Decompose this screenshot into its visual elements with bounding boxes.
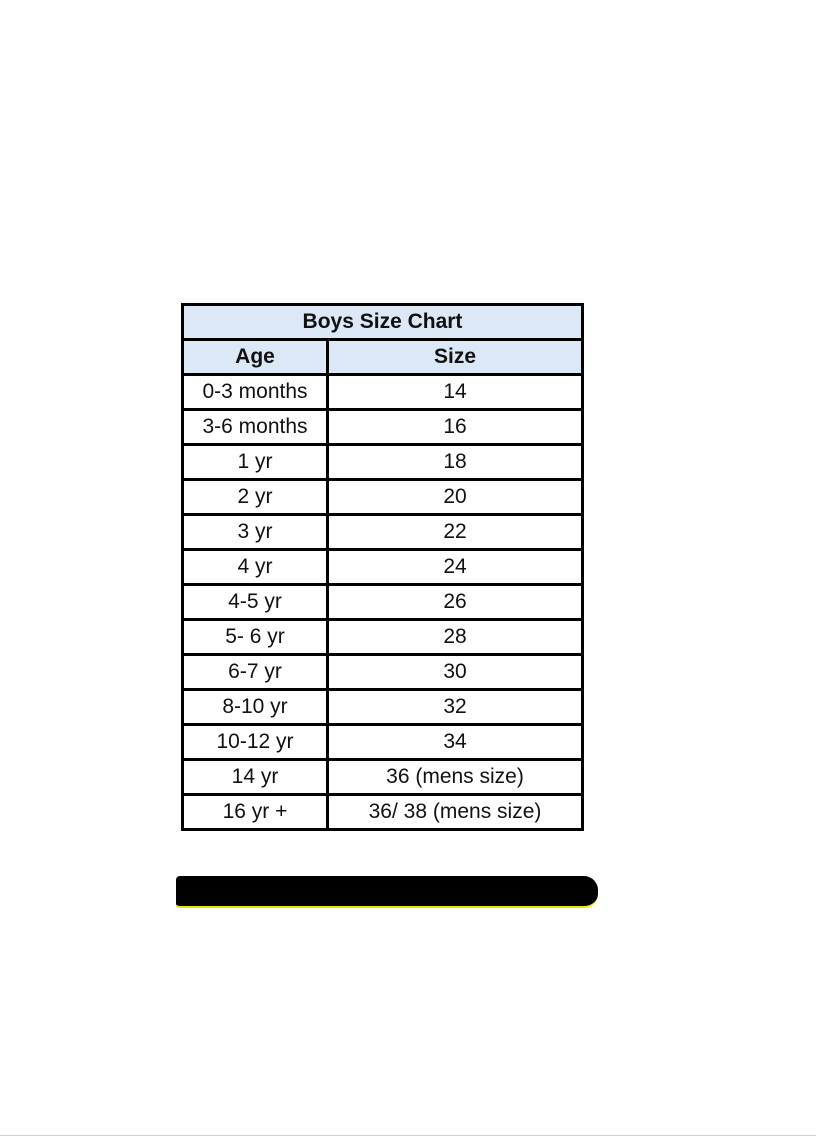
age-cell: 14 yr (181, 758, 329, 796)
table-row: 8-10 yr 32 (181, 688, 584, 726)
size-cell: 28 (326, 618, 584, 656)
age-cell: 4 yr (181, 548, 329, 586)
table-row: 14 yr 36 (mens size) (181, 758, 584, 796)
title-row: Boys Size Chart (181, 303, 584, 341)
table-row: 3-6 months 16 (181, 408, 584, 446)
table-row: 2 yr 20 (181, 478, 584, 516)
table-row: 16 yr +36/ 38 (mens size) (181, 793, 584, 831)
redaction-bar (176, 876, 598, 908)
size-cell: 22 (326, 513, 584, 551)
column-header-size: Size (326, 338, 584, 376)
size-cell: 32 (326, 688, 584, 726)
age-cell: 1 yr (181, 443, 329, 481)
size-cell: 18 (326, 443, 584, 481)
column-header-age: Age (181, 338, 329, 376)
age-cell: 3-6 months (181, 408, 329, 446)
header-row: Age Size (181, 338, 584, 376)
age-cell: 6-7 yr (181, 653, 329, 691)
table-row: 4-5 yr 26 (181, 583, 584, 621)
size-chart-table: Boys Size Chart Age Size 0-3 months 14 3-6… (181, 303, 584, 831)
table-row: 3 yr 22 (181, 513, 584, 551)
size-cell: 24 (326, 548, 584, 586)
size-cell: 26 (326, 583, 584, 621)
age-cell: 2 yr (181, 478, 329, 516)
size-cell: 16 (326, 408, 584, 446)
size-cell: 34 (326, 723, 584, 761)
page-bottom-divider (0, 1135, 816, 1136)
age-cell: 10-12 yr (181, 723, 329, 761)
table-row: 0-3 months 14 (181, 373, 584, 411)
table-row: 10-12 yr 34 (181, 723, 584, 761)
size-cell: 36 (mens size) (326, 758, 584, 796)
age-cell: 5- 6 yr (181, 618, 329, 656)
age-cell: 16 yr + (181, 793, 329, 831)
age-cell: 3 yr (181, 513, 329, 551)
size-cell: 20 (326, 478, 584, 516)
table-title: Boys Size Chart (181, 303, 584, 341)
age-cell: 4-5 yr (181, 583, 329, 621)
table-row: 5- 6 yr 28 (181, 618, 584, 656)
age-cell: 0-3 months (181, 373, 329, 411)
age-cell: 8-10 yr (181, 688, 329, 726)
table-row: 4 yr 24 (181, 548, 584, 586)
size-cell: 36/ 38 (mens size) (326, 793, 584, 831)
table-row: 6-7 yr 30 (181, 653, 584, 691)
table-row: 1 yr 18 (181, 443, 584, 481)
size-cell: 14 (326, 373, 584, 411)
size-cell: 30 (326, 653, 584, 691)
